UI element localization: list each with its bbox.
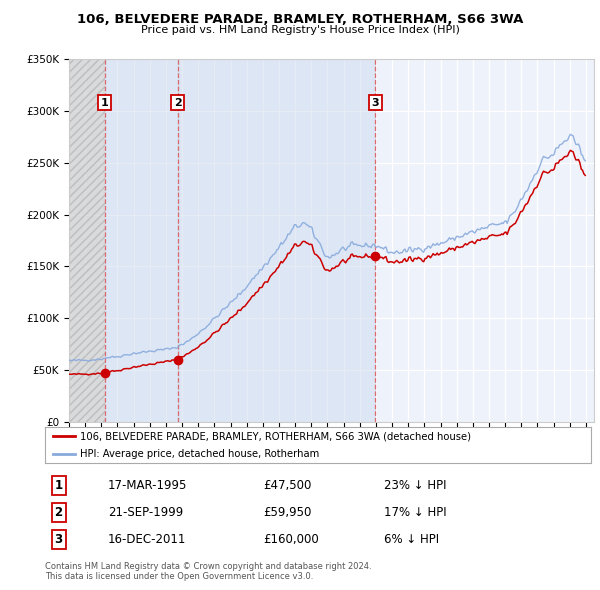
Text: HPI: Average price, detached house, Rotherham: HPI: Average price, detached house, Roth…: [80, 449, 320, 459]
Bar: [69, 59, 104, 422]
Text: 17-MAR-1995: 17-MAR-1995: [108, 479, 187, 492]
Text: 2: 2: [55, 506, 63, 519]
Text: Price paid vs. HM Land Registry's House Price Index (HPI): Price paid vs. HM Land Registry's House …: [140, 25, 460, 35]
Text: 106, BELVEDERE PARADE, BRAMLEY, ROTHERHAM, S66 3WA: 106, BELVEDERE PARADE, BRAMLEY, ROTHERHA…: [77, 13, 523, 26]
Text: 1: 1: [55, 479, 63, 492]
Text: 21-SEP-1999: 21-SEP-1999: [108, 506, 183, 519]
Text: 106, BELVEDERE PARADE, BRAMLEY, ROTHERHAM, S66 3WA (detached house): 106, BELVEDERE PARADE, BRAMLEY, ROTHERHA…: [80, 431, 472, 441]
Text: 16-DEC-2011: 16-DEC-2011: [108, 533, 186, 546]
Text: £47,500: £47,500: [263, 479, 312, 492]
Text: 2: 2: [173, 97, 181, 107]
Text: 23% ↓ HPI: 23% ↓ HPI: [383, 479, 446, 492]
Bar: [69, 59, 104, 422]
Text: Contains HM Land Registry data © Crown copyright and database right 2024.: Contains HM Land Registry data © Crown c…: [45, 562, 371, 571]
Text: 6% ↓ HPI: 6% ↓ HPI: [383, 533, 439, 546]
Text: £160,000: £160,000: [263, 533, 319, 546]
Text: £59,950: £59,950: [263, 506, 312, 519]
Text: 3: 3: [55, 533, 63, 546]
Text: 3: 3: [371, 97, 379, 107]
Text: 1: 1: [101, 97, 109, 107]
Text: This data is licensed under the Open Government Licence v3.0.: This data is licensed under the Open Gov…: [45, 572, 313, 581]
Text: 17% ↓ HPI: 17% ↓ HPI: [383, 506, 446, 519]
